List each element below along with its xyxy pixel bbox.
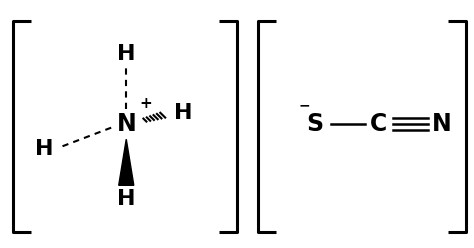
Text: N: N xyxy=(432,112,452,136)
Text: C: C xyxy=(370,112,387,136)
Text: H: H xyxy=(117,189,136,209)
Text: −: − xyxy=(299,99,310,113)
Text: H: H xyxy=(117,44,136,64)
Text: +: + xyxy=(140,96,153,111)
Text: S: S xyxy=(306,112,323,136)
Text: H: H xyxy=(173,103,192,123)
Text: H: H xyxy=(35,139,53,158)
Polygon shape xyxy=(118,139,134,185)
Text: N: N xyxy=(117,112,136,136)
